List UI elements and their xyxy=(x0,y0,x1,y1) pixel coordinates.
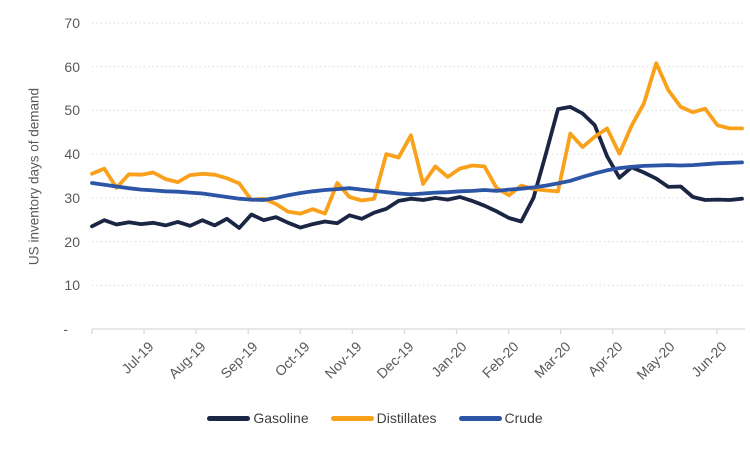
legend-label: Crude xyxy=(504,410,543,426)
y-tick-label: 60 xyxy=(64,58,80,75)
legend: Gasoline Distillates Crude xyxy=(0,410,750,426)
legend-label: Distillates xyxy=(376,410,437,426)
y-tick-label: 40 xyxy=(64,146,80,163)
crude-legend-swatch-icon xyxy=(458,415,502,421)
y-axis-title: US inventory days of demand xyxy=(26,87,42,266)
legend-item-gasoline: Gasoline xyxy=(207,410,309,426)
legend-item-distillates: Distillates xyxy=(330,410,437,426)
y-tick-label: 30 xyxy=(64,189,80,206)
crude-line xyxy=(90,160,744,202)
distillates-line xyxy=(90,61,744,216)
y-tick-label: 10 xyxy=(64,277,80,294)
y-tick-label: 20 xyxy=(64,233,80,250)
y-tick-label: - xyxy=(63,321,68,337)
legend-label: Gasoline xyxy=(253,410,309,426)
y-tick-label: 70 xyxy=(64,15,80,31)
y-tick-label: 50 xyxy=(64,102,80,119)
legend-item-crude: Crude xyxy=(458,410,543,426)
distillates-legend-swatch-icon xyxy=(330,415,374,421)
gasoline-legend-swatch-icon xyxy=(207,415,251,421)
